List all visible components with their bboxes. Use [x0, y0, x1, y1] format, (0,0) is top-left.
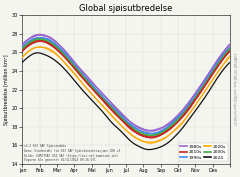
Title: Global sjøisutbredelse: Global sjøisutbredelse	[79, 4, 173, 13]
Y-axis label: Sjøisutbredelse [million km²]: Sjøisutbredelse [million km²]	[4, 54, 9, 125]
Text: EUMETSAT OSI SAF data, med R&D input fra ESA CCI: EUMETSAT OSI SAF data, med R&D input fra…	[232, 53, 236, 126]
Legend: 1980s, 2010s, 1990s, 2020s, 2000s, 2024: 1980s, 2010s, 1990s, 2020s, 2000s, 2024	[179, 143, 228, 161]
Text: v2.2 OSI SAF Sjøisindeks
Data: Utarbeidet fra OSI SAF Sjøiskonsentrasjons CDR v3: v2.2 OSI SAF Sjøisindeks Data: Utarbeide…	[24, 144, 121, 162]
